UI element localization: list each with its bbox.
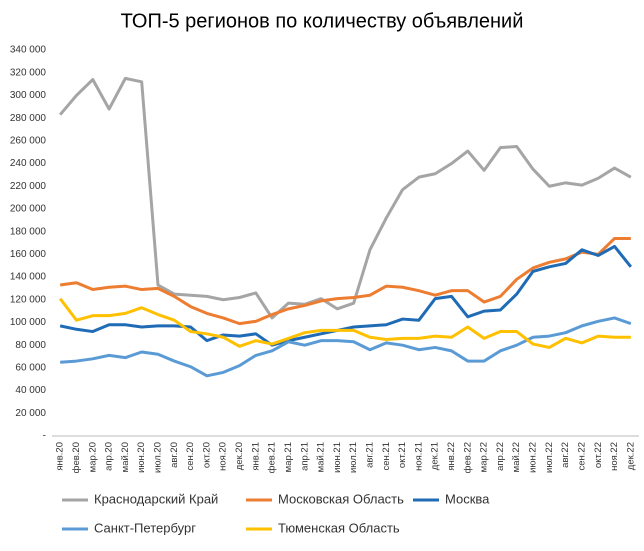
x-tick-label: дек.21 (430, 442, 441, 470)
y-tick-label: 340 000 (10, 45, 47, 56)
x-tick-label: апр.20 (104, 442, 115, 471)
series-line (59, 76, 632, 320)
x-tick-label: окт.20 (201, 442, 212, 468)
x-tick-label: июн.20 (136, 442, 147, 473)
y-tick-label: 240 000 (10, 158, 47, 169)
x-tick-label: ноя.21 (413, 442, 424, 471)
x-tick-label: янв.22 (446, 442, 457, 471)
x-tick-label: май.21 (316, 442, 327, 472)
y-tick-label: 300 000 (10, 90, 47, 101)
x-tick-label: июл.20 (153, 442, 164, 473)
y-tick-label: 260 000 (10, 135, 47, 146)
series-line (58, 297, 631, 349)
x-tick-label: сен.20 (185, 442, 196, 471)
legend-label: Краснодарский Край (94, 491, 218, 506)
x-tick-label: мар.21 (283, 442, 294, 472)
y-tick-label: 280 000 (10, 113, 47, 124)
x-tick-label: окт.21 (397, 442, 408, 468)
y-tick-label: 100 000 (10, 317, 47, 328)
legend-label: Москва (445, 491, 490, 506)
x-tick-label: ноя.20 (218, 442, 229, 471)
x-tick-label: янв.20 (55, 442, 66, 471)
x-tick-label: фев.20 (71, 442, 82, 473)
x-tick-label: май.22 (511, 442, 522, 472)
y-tick-label: 20 000 (15, 408, 46, 419)
x-tick-label: фев.22 (462, 442, 473, 473)
x-tick-label: авг.20 (169, 442, 180, 468)
x-tick-label: июн.22 (528, 442, 539, 473)
x-tick-label: дек.22 (625, 442, 636, 470)
x-tick-label: сен.22 (576, 442, 587, 471)
x-tick-label: ноя.22 (609, 442, 620, 471)
x-tick-label: окт.22 (593, 442, 604, 468)
legend-label: Санкт-Петербург (94, 520, 196, 535)
series-line (60, 316, 632, 378)
x-tick-label: апр.22 (495, 442, 506, 471)
x-tick-label: май.20 (120, 442, 131, 472)
y-tick-label: - (43, 431, 46, 442)
y-tick-label: 180 000 (10, 226, 47, 237)
y-tick-label: 320 000 (10, 67, 47, 78)
x-tick-label: авг.22 (560, 442, 571, 468)
chart-title: ТОП-5 регионов по количеству объявлений (121, 10, 524, 32)
y-tick-label: 40 000 (15, 385, 46, 396)
x-tick-label: июн.21 (332, 442, 343, 473)
y-tick-label: 80 000 (15, 340, 46, 351)
y-tick-label: 160 000 (10, 249, 47, 260)
y-tick-label: 60 000 (15, 363, 46, 374)
y-tick-label: 140 000 (10, 272, 47, 283)
x-tick-label: дек.20 (234, 442, 245, 470)
y-tick-label: 120 000 (10, 294, 47, 305)
series-line (59, 244, 633, 347)
y-tick-label: 220 000 (10, 181, 47, 192)
legend-label: Московская Область (278, 491, 404, 506)
x-tick-label: мар.20 (87, 442, 98, 472)
series-line (59, 236, 631, 326)
legend-label: Тюменская Область (278, 520, 400, 535)
x-tick-label: апр.21 (299, 442, 310, 471)
x-tick-label: янв.21 (250, 442, 261, 471)
x-tick-label: сен.21 (381, 442, 392, 471)
x-tick-label: июл.21 (348, 442, 359, 473)
y-tick-label: 200 000 (10, 204, 47, 215)
x-tick-label: мар.22 (479, 442, 490, 472)
x-tick-label: авг.21 (364, 442, 375, 468)
x-tick-label: июл.22 (544, 442, 555, 473)
x-tick-label: фев.21 (267, 442, 278, 473)
